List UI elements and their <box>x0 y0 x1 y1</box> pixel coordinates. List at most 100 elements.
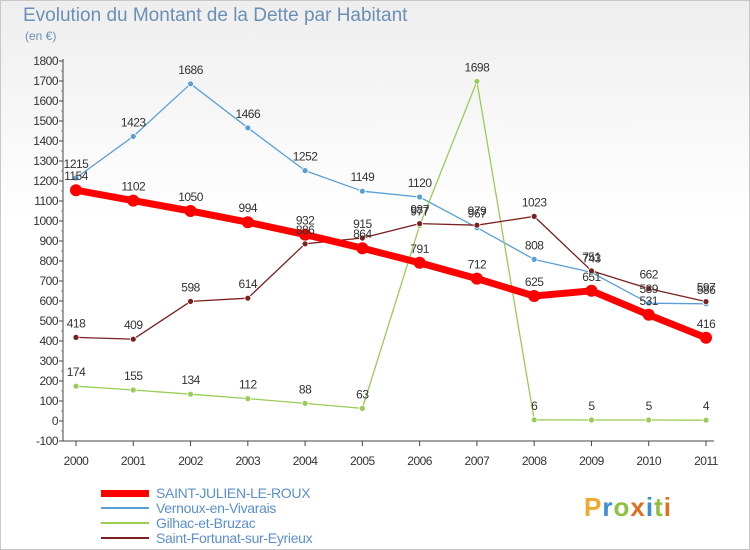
data-point <box>530 255 538 263</box>
data-label: 1050 <box>178 190 204 204</box>
data-point <box>301 240 309 248</box>
data-label: 791 <box>410 242 429 256</box>
data-point <box>645 285 653 293</box>
data-label: 88 <box>299 382 312 396</box>
data-labels: 1154 1102 1050 994 932 864 791 712 625 651 531 416 1… <box>64 60 717 413</box>
data-label: 808 <box>525 238 544 252</box>
logo-letter: i <box>663 492 672 522</box>
data-label: 864 <box>353 227 372 241</box>
data-label: 886 <box>296 223 315 237</box>
data-point <box>588 267 595 275</box>
y-tick-label: 1600 <box>33 94 59 108</box>
y-tick-label: 1100 <box>34 194 59 208</box>
y-tick-label: 0 <box>52 414 59 428</box>
data-point <box>358 234 366 242</box>
data-label: 625 <box>525 275 544 289</box>
x-tick-label: 2009 <box>579 454 605 468</box>
x-tick-label: 2004 <box>293 454 319 468</box>
data-label: 1120 <box>408 176 433 190</box>
data-label: 743 <box>582 251 601 265</box>
x-tick-label: 2006 <box>407 454 433 468</box>
data-label: 1686 <box>178 63 204 77</box>
x-tick-label: 2002 <box>178 454 204 468</box>
data-point <box>642 308 655 321</box>
axes: -100 0 100 200 300 400 500 600 700 800 900 1000 1100… <box>33 54 719 468</box>
data-label: 1102 <box>121 180 146 194</box>
data-point <box>585 284 598 297</box>
y-tick-label: 1400 <box>33 134 59 148</box>
y-tick-label: 100 <box>39 394 58 408</box>
data-label: 1154 <box>64 169 89 183</box>
data-label: 932 <box>296 214 315 228</box>
legend-item-saint-fortunat-sur-eyrieux: Saint-Fortunat-sur-Eyrieux <box>101 530 313 546</box>
y-tick-label: 700 <box>39 274 58 288</box>
data-point <box>356 242 369 255</box>
data-point <box>72 382 80 390</box>
y-tick-label: 1700 <box>33 74 59 88</box>
data-point <box>129 335 137 343</box>
data-point <box>645 299 653 307</box>
data-point <box>187 80 194 88</box>
data-point <box>187 297 194 305</box>
data-point <box>530 212 538 220</box>
data-point <box>72 333 80 341</box>
chart-title: Evolution du Montant de la Dette par Hab… <box>23 5 408 26</box>
legend-swatch <box>101 537 149 539</box>
data-point <box>473 78 481 85</box>
y-tick-label: 1200 <box>33 174 59 188</box>
data-label: 712 <box>468 258 487 272</box>
x-tick-label: 2001 <box>121 454 147 468</box>
data-label: 6 <box>531 399 538 413</box>
data-point <box>528 290 541 302</box>
logo-letter: o <box>613 492 631 522</box>
data-point <box>416 220 424 228</box>
data-label: 598 <box>181 280 200 294</box>
data-label: 751 <box>582 250 601 264</box>
data-label: 155 <box>124 369 143 383</box>
x-tick-label: 2010 <box>636 454 662 468</box>
data-label: 586 <box>697 283 716 297</box>
proxiti-logo: Proxiti <box>584 492 672 523</box>
data-point <box>241 216 254 229</box>
logo-letter: i <box>645 492 655 522</box>
data-point <box>473 221 481 229</box>
data-point <box>70 184 82 197</box>
legend-label: Gilhac-et-Bruzac <box>156 515 256 531</box>
data-point <box>301 399 309 407</box>
data-label: 63 <box>356 387 369 401</box>
legend-label: Saint-Fortunat-sur-Eyrieux <box>156 530 313 546</box>
data-label: 5 <box>646 399 653 413</box>
series-0 <box>70 184 712 344</box>
data-point <box>244 294 252 302</box>
logo-letter: t <box>654 492 664 522</box>
data-label: 174 <box>67 365 86 379</box>
legend-item-saint-julien-le-roux: SAINT-JULIEN-LE-ROUX <box>101 485 311 501</box>
data-point <box>358 404 366 412</box>
series-lines <box>70 78 712 424</box>
data-label: 967 <box>468 207 487 221</box>
data-point <box>588 416 595 424</box>
y-tick-label: 500 <box>39 314 58 328</box>
x-tick-label: 2000 <box>64 454 90 468</box>
x-tick-label: 2011 <box>694 454 719 468</box>
legend-item-vernoux-en-vivarais: Vernoux-en-Vivarais <box>101 500 276 516</box>
logo-letter: x <box>630 492 646 522</box>
y-tick-label: 400 <box>39 334 58 348</box>
data-point <box>129 132 137 140</box>
data-label: 915 <box>353 217 372 231</box>
y-tick-label: 200 <box>39 374 58 388</box>
data-label: 597 <box>697 281 716 295</box>
data-label: 418 <box>67 316 86 330</box>
data-point <box>127 194 140 207</box>
y-tick-label: 1800 <box>33 54 59 68</box>
data-point <box>645 416 653 424</box>
data-label: 987 <box>410 203 429 217</box>
legend-swatch <box>101 489 149 497</box>
series-line <box>75 83 707 305</box>
data-label: 112 <box>239 378 257 392</box>
series-line <box>75 186 708 342</box>
legend-swatch <box>101 507 149 509</box>
series-2 <box>72 78 710 424</box>
